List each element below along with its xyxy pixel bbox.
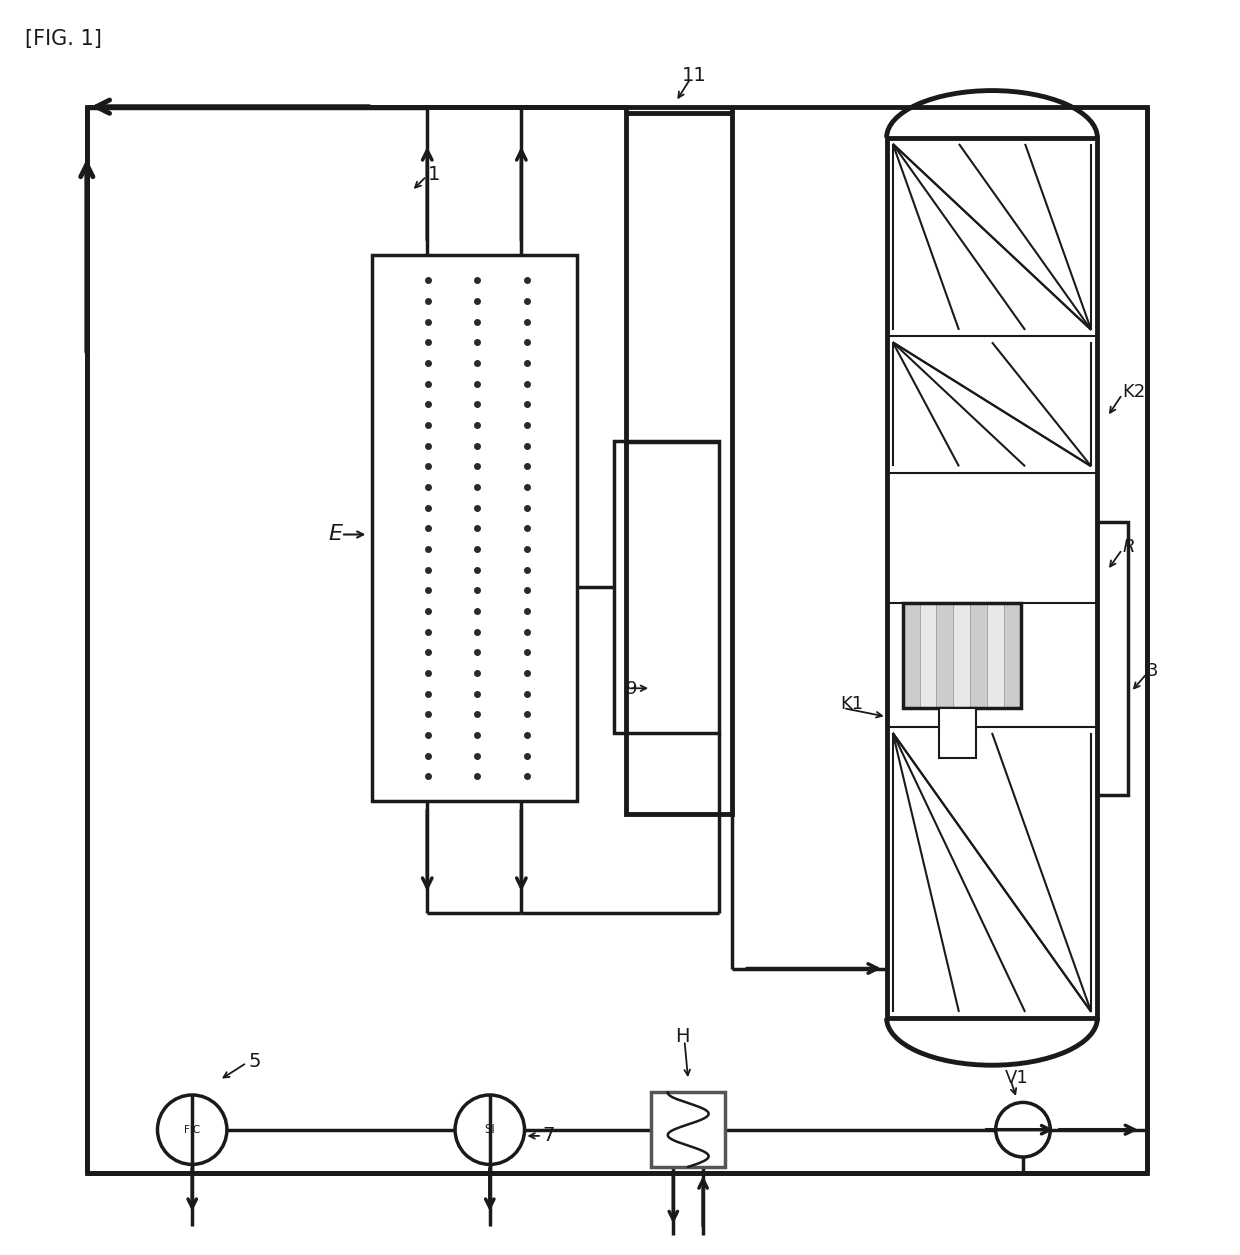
Bar xyxy=(626,113,732,813)
Text: 9: 9 xyxy=(626,680,637,699)
Bar xyxy=(87,107,1147,1173)
Text: E: E xyxy=(329,525,342,545)
Bar xyxy=(887,138,1097,1018)
Text: 11: 11 xyxy=(682,67,707,85)
Bar xyxy=(614,442,719,733)
Text: V1: V1 xyxy=(1004,1068,1028,1087)
Bar xyxy=(1003,602,1021,708)
Bar xyxy=(970,602,987,708)
Bar xyxy=(939,708,976,758)
Text: SI: SI xyxy=(485,1123,495,1136)
Bar xyxy=(936,602,954,708)
Text: 7: 7 xyxy=(542,1127,554,1146)
Text: 3: 3 xyxy=(1147,661,1158,680)
Text: [FIG. 1]: [FIG. 1] xyxy=(25,29,102,49)
Text: H: H xyxy=(675,1027,689,1047)
Text: 5: 5 xyxy=(248,1052,260,1071)
Text: K2: K2 xyxy=(1122,383,1146,400)
Bar xyxy=(987,602,1003,708)
Bar xyxy=(651,1093,725,1167)
Bar xyxy=(1097,522,1128,794)
Text: FIC: FIC xyxy=(184,1124,201,1135)
Text: 1: 1 xyxy=(428,166,440,184)
Bar xyxy=(920,602,936,708)
Text: R: R xyxy=(1122,538,1135,556)
Bar xyxy=(903,602,920,708)
Bar xyxy=(372,256,577,801)
Bar xyxy=(903,602,1021,708)
Bar xyxy=(954,602,970,708)
Text: K1: K1 xyxy=(841,695,864,713)
